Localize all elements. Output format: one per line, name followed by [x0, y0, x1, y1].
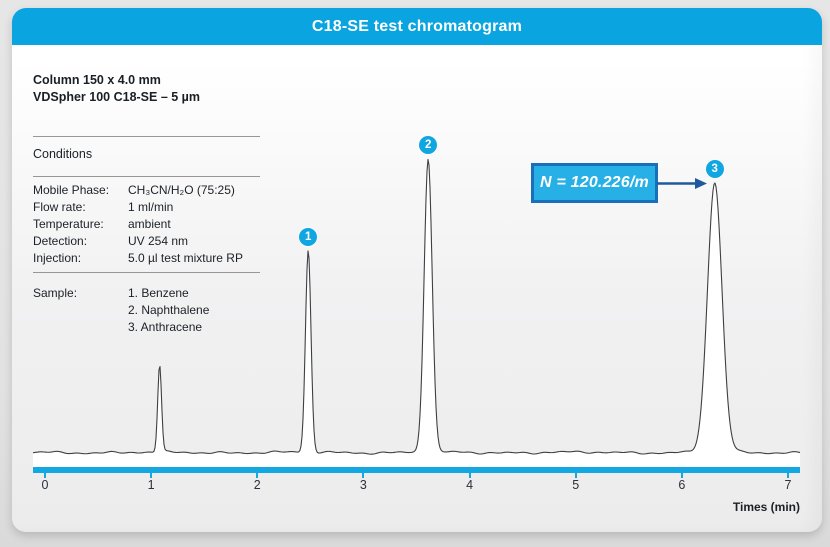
- sample-item: 1. Benzene: [128, 286, 189, 300]
- trace-line: [32, 158, 801, 455]
- conditions-table: Mobile Phase: CH₃CN/H₂O (75:25) Flow rat…: [33, 182, 243, 267]
- condition-value: 1 ml/min: [128, 200, 174, 214]
- title-bar: C18-SE test chromatogram: [12, 8, 822, 45]
- x-tick-label: 1: [147, 478, 155, 492]
- x-tick-label: 0: [41, 478, 49, 492]
- plate-count-annotation: N = 120.226/m: [531, 163, 658, 203]
- condition-value: UV 254 nm: [128, 234, 189, 248]
- condition-label: Flow rate:: [33, 200, 86, 214]
- sample-label: Sample:: [33, 286, 78, 300]
- condition-row: Injection: 5.0 µl test mixture RP: [33, 250, 243, 267]
- peak-badge-1: 1: [299, 227, 318, 246]
- peak-badge-3: 3: [705, 159, 724, 178]
- condition-value: CH₃CN/H₂O (75:25): [128, 183, 235, 197]
- condition-row: Flow rate: 1 ml/min: [33, 199, 243, 216]
- x-tick-label: 4: [466, 478, 474, 492]
- sample-list: 1. Benzene 2. Naphthalene 3. Anthracene: [128, 285, 209, 336]
- condition-label: Injection:: [33, 251, 82, 265]
- divider: [33, 136, 260, 137]
- condition-row: Temperature: ambient: [33, 216, 243, 233]
- x-tick-label: 5: [572, 478, 580, 492]
- sample-item: 3. Anthracene: [128, 320, 203, 334]
- trace-fill: [33, 159, 800, 467]
- x-tick-label: 7: [784, 478, 792, 492]
- condition-row: Mobile Phase: CH₃CN/H₂O (75:25): [33, 182, 243, 199]
- x-tick: [574, 473, 577, 478]
- condition-value: 5.0 µl test mixture RP: [128, 251, 243, 265]
- x-tick: [362, 473, 365, 478]
- condition-value: ambient: [128, 217, 171, 231]
- condition-label: Mobile Phase:: [33, 183, 110, 197]
- column-spec-line1: Column 150 x 4.0 mm: [33, 73, 161, 87]
- condition-label: Detection:: [33, 234, 88, 248]
- x-axis-bar: [33, 467, 800, 473]
- annotation-arrow-icon: [657, 178, 707, 189]
- x-tick-label: 3: [359, 478, 367, 492]
- peak-badge-2: 2: [419, 135, 438, 154]
- x-tick: [786, 473, 789, 478]
- x-tick: [680, 473, 683, 478]
- column-spec: Column 150 x 4.0 mm VDSpher 100 C18-SE –…: [33, 72, 200, 106]
- sample-item: 2. Naphthalene: [128, 303, 210, 317]
- x-tick: [468, 473, 471, 478]
- x-tick: [150, 473, 153, 478]
- conditions-heading: Conditions: [33, 147, 93, 161]
- chromatogram-trace: [32, 158, 801, 467]
- condition-row: Detection: UV 254 nm: [33, 233, 243, 250]
- page-title: C18-SE test chromatogram: [311, 17, 523, 35]
- column-spec-line2: VDSpher 100 C18-SE – 5 µm: [33, 90, 200, 104]
- sample-section: Sample: 1. Benzene 2. Naphthalene 3. Ant…: [33, 285, 209, 336]
- x-tick: [256, 473, 259, 478]
- x-tick: [44, 473, 46, 478]
- x-tick-label: 6: [678, 478, 686, 492]
- condition-label: Temperature:: [33, 217, 104, 231]
- x-axis-title: Times (min): [732, 500, 800, 514]
- divider: [33, 272, 260, 273]
- x-tick-label: 2: [253, 478, 261, 492]
- divider: [33, 176, 260, 177]
